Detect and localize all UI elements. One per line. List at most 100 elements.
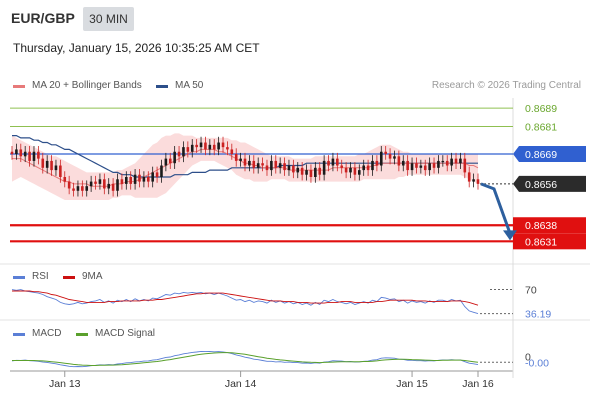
rsi-value-label: 36.19 (525, 309, 551, 321)
ma20-swatch (13, 85, 25, 88)
candle-body (103, 179, 106, 189)
candle-body (353, 167, 357, 175)
candle-body (406, 160, 409, 171)
macd-swatch (13, 333, 25, 336)
candle-body (23, 151, 27, 157)
candle-body (138, 174, 141, 182)
candle-body (309, 170, 313, 177)
candle-body (463, 158, 467, 173)
candle-body (336, 158, 339, 166)
pivot-label: 0.8669 (525, 149, 557, 161)
forecast-arrow-head (503, 230, 517, 241)
candle-body (217, 142, 220, 150)
candle-body (331, 158, 335, 166)
candle-body (248, 160, 251, 166)
candle-body (445, 160, 449, 166)
candle-body (32, 151, 36, 161)
candle-body (296, 167, 300, 173)
candle-body (322, 160, 326, 175)
candle-body (397, 156, 401, 166)
candle-body (28, 151, 31, 161)
candle-body (133, 174, 137, 184)
candle-body (379, 151, 383, 166)
x-tick-label: Jan 15 (396, 378, 428, 390)
candle-body (160, 165, 163, 177)
candle-body (358, 170, 361, 175)
candle-body (428, 163, 431, 171)
candle-body (190, 144, 194, 152)
candle-body (410, 163, 414, 171)
candle-body (454, 158, 458, 164)
rsi-ma-line (12, 290, 479, 306)
candle-body (362, 165, 365, 171)
candle-body (195, 144, 198, 148)
candle-body (265, 165, 269, 171)
candle-body (305, 170, 308, 175)
candle-body (173, 151, 176, 164)
macd-legend-label: MACD (32, 328, 62, 339)
candle-body (300, 167, 304, 175)
candle-body (72, 188, 75, 191)
candle-body (467, 172, 471, 182)
candle-body (459, 158, 462, 164)
candle-body (41, 158, 45, 168)
candle-body (199, 142, 203, 148)
candle-body (146, 177, 150, 182)
candle-body (393, 156, 396, 159)
macd-signal-legend-label: MACD Signal (95, 328, 156, 339)
candle-body (212, 144, 216, 150)
candle-body (129, 177, 132, 184)
candle-body (142, 177, 146, 182)
candle-body (208, 144, 212, 150)
candle-body (243, 158, 247, 166)
candle-body (441, 160, 445, 163)
candle-body (125, 177, 128, 184)
chart-header: EUR/GBP 30 MIN (0, 0, 590, 34)
forecast-arrow (480, 182, 512, 234)
candle-body (85, 186, 89, 191)
candle-body (423, 165, 427, 171)
candle-body (287, 165, 291, 171)
support-label: 0.8631 (525, 236, 557, 248)
candle-body (226, 147, 229, 150)
rsi-ma-swatch (63, 276, 75, 279)
candle-body (349, 167, 352, 173)
candle-body (164, 158, 168, 166)
candle-body (318, 167, 322, 175)
support-label: 0.8638 (525, 220, 557, 232)
candle-body (437, 160, 440, 168)
candle-body (256, 163, 260, 168)
candle-body (230, 149, 234, 155)
candle-body (221, 142, 225, 148)
macd-signal-line (12, 352, 479, 366)
candle-body (401, 160, 405, 166)
candle-body (116, 179, 119, 191)
candle-body (67, 181, 71, 189)
pivot-tag (513, 146, 586, 163)
last-price-label: 0.8656 (525, 179, 557, 191)
candle-body (63, 177, 67, 182)
candle-body (327, 160, 330, 166)
candle-body (270, 160, 273, 171)
timestamp-label: Thursday, January 15, 2026 10:35:25 AM C… (13, 41, 260, 55)
macd-zero-label: 0 (525, 351, 531, 363)
rsi-ma-legend-label: 9MA (82, 271, 103, 282)
candle-body (415, 163, 418, 168)
x-tick-label: Jan 13 (49, 378, 81, 390)
candle-body (239, 158, 242, 161)
candle-body (94, 181, 97, 184)
candle-body (314, 167, 317, 177)
candle-body (59, 165, 62, 177)
candle-body (45, 160, 49, 168)
timeframe-badge[interactable]: 30 MIN (83, 7, 134, 31)
candle-body (15, 149, 18, 155)
candle-body (371, 160, 374, 171)
candle-body (366, 165, 370, 171)
candle-body (37, 151, 40, 159)
ma20-legend-label: MA 20 + Bollinger Bands (32, 80, 142, 91)
resistance-label: 0.8681 (525, 121, 557, 133)
candle-body (168, 158, 172, 164)
candle-body (54, 165, 58, 171)
candle-body (344, 167, 348, 173)
